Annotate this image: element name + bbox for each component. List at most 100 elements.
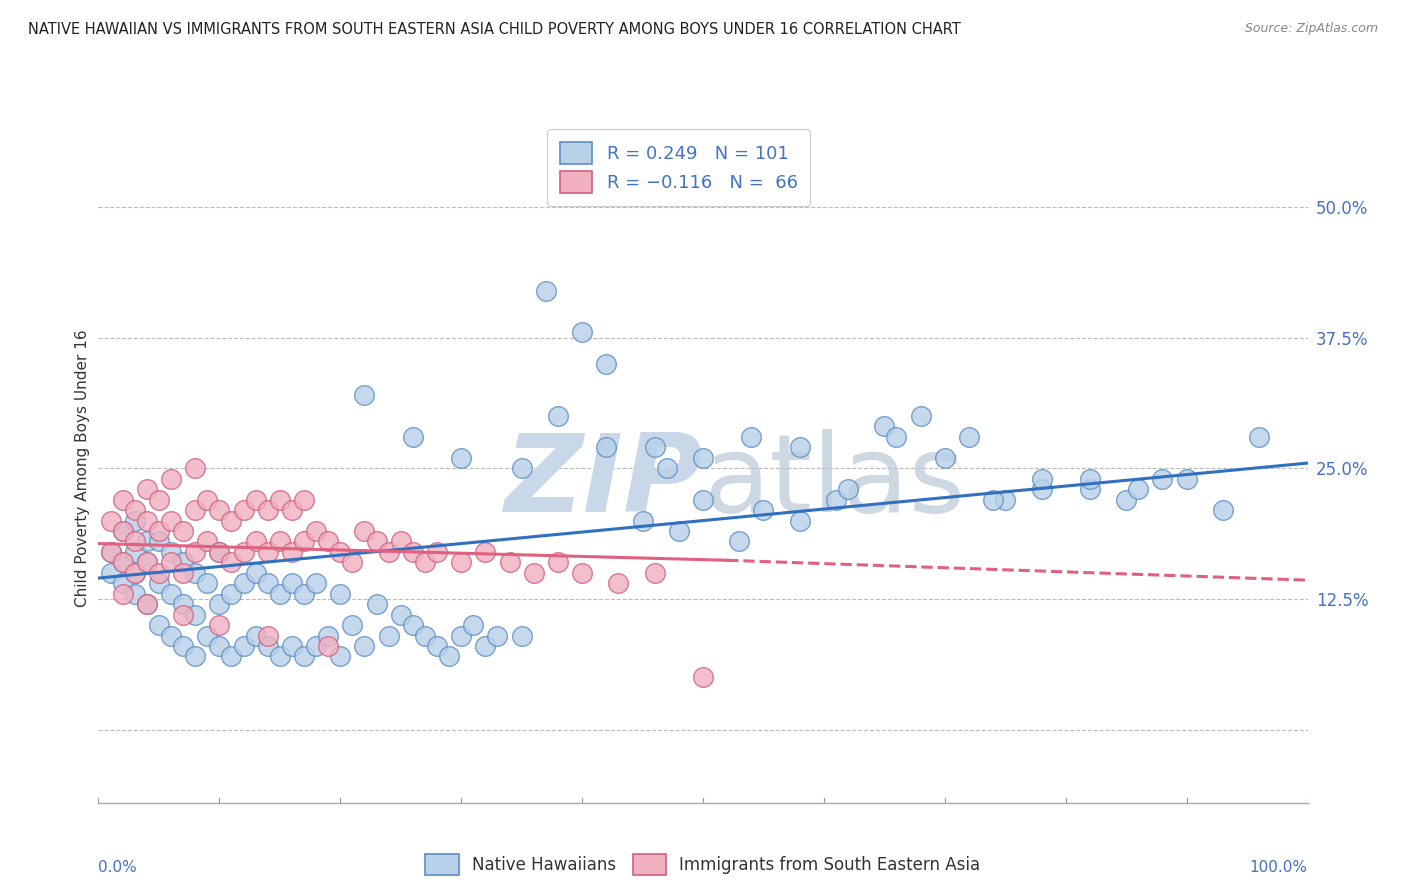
Point (825, 492, 848, 507)
Y-axis label: Child Poverty Among Boys Under 16: Child Poverty Among Boys Under 16 (75, 329, 90, 607)
Point (366, 597, 388, 611)
Point (111, 587, 134, 601)
Point (631, 514, 654, 528)
Point (316, 534, 339, 549)
Point (353, 524, 375, 538)
Point (281, 545, 304, 559)
Point (195, 492, 218, 507)
Text: ZIP: ZIP (505, 429, 703, 534)
Point (221, 649, 243, 664)
Point (474, 639, 496, 653)
Point (607, 576, 630, 591)
Point (1031, 482, 1053, 496)
Point (752, 503, 775, 517)
Point (281, 639, 304, 653)
Point (474, 545, 496, 559)
Point (256, 639, 278, 653)
Point (184, 545, 207, 559)
Point (329, 587, 352, 601)
Point (377, 628, 399, 642)
Point (172, 607, 194, 622)
Point (148, 492, 170, 507)
Point (426, 545, 449, 559)
Point (886, 430, 908, 444)
Point (135, 534, 157, 549)
Point (208, 545, 231, 559)
Point (994, 492, 1017, 507)
Point (232, 576, 254, 591)
Point (111, 524, 134, 538)
Point (292, 587, 315, 601)
Point (160, 545, 183, 559)
Point (111, 524, 134, 538)
Point (232, 545, 254, 559)
Point (269, 649, 291, 664)
Point (450, 628, 472, 642)
Point (402, 545, 425, 559)
Point (221, 514, 243, 528)
Point (160, 472, 183, 486)
Point (135, 597, 157, 611)
Point (413, 555, 436, 569)
Point (160, 587, 183, 601)
Point (1152, 472, 1174, 486)
Point (256, 576, 278, 591)
Point (100, 514, 122, 528)
Point (256, 503, 278, 517)
Point (111, 492, 134, 507)
Point (571, 566, 593, 580)
Text: NATIVE HAWAIIAN VS IMMIGRANTS FROM SOUTH EASTERN ASIA CHILD POVERTY AMONG BOYS U: NATIVE HAWAIIAN VS IMMIGRANTS FROM SOUTH… (28, 22, 960, 37)
Point (595, 441, 617, 455)
Point (281, 503, 304, 517)
Point (135, 555, 157, 569)
Point (208, 618, 231, 632)
Point (100, 566, 122, 580)
Point (486, 628, 509, 642)
Text: atlas: atlas (703, 429, 965, 534)
Point (342, 555, 364, 569)
Point (281, 576, 304, 591)
Point (910, 409, 932, 423)
Point (269, 587, 291, 601)
Point (668, 524, 690, 538)
Point (148, 566, 170, 580)
Point (184, 461, 207, 475)
Point (172, 597, 194, 611)
Point (353, 639, 375, 653)
Point (837, 482, 859, 496)
Point (292, 492, 315, 507)
Point (692, 670, 714, 684)
Point (1078, 472, 1101, 486)
Legend: Native Hawaiians, Immigrants from South Eastern Asia: Native Hawaiians, Immigrants from South … (419, 847, 987, 881)
Point (292, 534, 315, 549)
Point (195, 576, 218, 591)
Point (426, 639, 449, 653)
Point (644, 441, 666, 455)
Point (148, 524, 170, 538)
Point (402, 618, 425, 632)
Point (184, 607, 207, 622)
Point (873, 419, 896, 434)
Point (184, 503, 207, 517)
Point (160, 628, 183, 642)
Point (221, 587, 243, 601)
Point (316, 639, 339, 653)
Point (245, 534, 267, 549)
Point (329, 545, 352, 559)
Point (595, 357, 617, 371)
Point (100, 545, 122, 559)
Point (510, 461, 533, 475)
Point (728, 534, 751, 549)
Point (160, 514, 183, 528)
Point (547, 409, 569, 423)
Point (111, 576, 134, 591)
Point (740, 430, 762, 444)
Point (172, 639, 194, 653)
Point (644, 566, 666, 580)
Point (124, 566, 146, 580)
Point (135, 555, 157, 569)
Point (450, 555, 472, 569)
Point (195, 628, 218, 642)
Text: 100.0%: 100.0% (1250, 860, 1308, 875)
Point (148, 618, 170, 632)
